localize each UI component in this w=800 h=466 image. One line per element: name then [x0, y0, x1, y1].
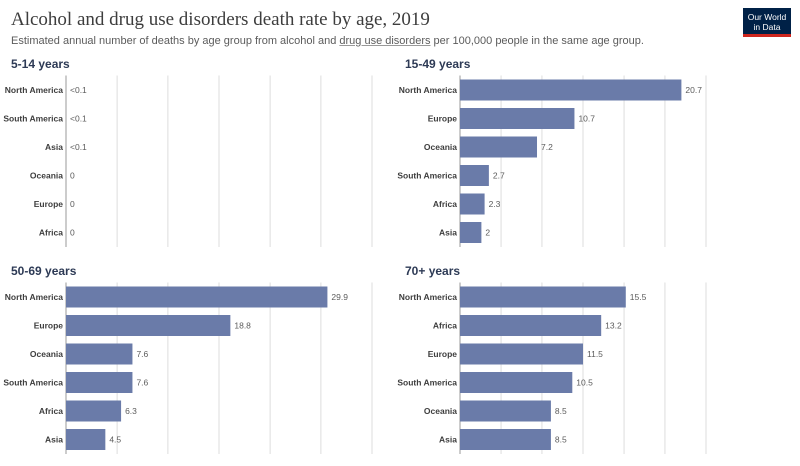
bar[interactable]	[460, 429, 551, 450]
category-label: Asia	[45, 142, 63, 152]
value-label: 2	[485, 228, 490, 238]
bar[interactable]	[460, 79, 682, 101]
category-label: North America	[5, 85, 64, 95]
subtitle-text: Estimated annual number of deaths by age…	[11, 35, 340, 47]
value-label: 10.5	[576, 378, 593, 388]
category-label: Europe	[34, 199, 64, 209]
category-label: Europe	[34, 321, 64, 331]
value-label: 15.5	[630, 292, 647, 302]
value-label: 7.2	[541, 142, 553, 152]
value-label: 6.3	[125, 406, 137, 416]
bar[interactable]	[460, 165, 489, 186]
value-label: 0	[70, 228, 75, 238]
category-label: South America	[3, 378, 63, 388]
category-label: Asia	[45, 435, 63, 445]
subtitle-link[interactable]: drug use disorders	[339, 35, 431, 47]
category-label: Asia	[439, 435, 457, 445]
chart-subtitle: Estimated annual number of deaths by age…	[11, 35, 644, 47]
value-label: 29.9	[331, 292, 348, 302]
subtitle-text-end: per 100,000 people in the same age group…	[430, 35, 644, 47]
bar[interactable]	[460, 343, 583, 365]
category-label: Africa	[39, 406, 63, 416]
panel-title: 5-14 years	[11, 57, 70, 71]
value-label: 2.7	[493, 171, 505, 181]
value-label: 7.6	[136, 349, 148, 359]
bar[interactable]	[460, 222, 482, 243]
bar[interactable]	[460, 315, 602, 336]
value-label: <0.1	[70, 85, 87, 95]
logo-line-1: Our World	[747, 12, 787, 22]
bar[interactable]	[460, 193, 485, 215]
value-label: 0	[70, 199, 75, 209]
category-label: North America	[5, 292, 64, 302]
bar[interactable]	[66, 343, 133, 365]
panel-title: 50-69 years	[11, 264, 77, 278]
category-label: North America	[399, 292, 458, 302]
bar[interactable]	[66, 286, 328, 308]
bar[interactable]	[66, 372, 133, 393]
category-label: North America	[399, 85, 458, 95]
category-label: South America	[397, 378, 457, 388]
value-label: 0	[70, 171, 75, 181]
value-label: 18.8	[234, 321, 251, 331]
category-label: Africa	[433, 199, 457, 209]
bar[interactable]	[460, 286, 626, 308]
value-label: 7.6	[136, 378, 148, 388]
logo-line-2: in Data	[753, 22, 781, 32]
value-label: 10.7	[578, 114, 595, 124]
category-label: Oceania	[424, 406, 457, 416]
bar[interactable]	[460, 108, 575, 129]
bar[interactable]	[460, 400, 551, 422]
bar[interactable]	[460, 372, 573, 393]
owid-logo[interactable]: Our World in Data	[743, 8, 791, 37]
bar[interactable]	[66, 429, 106, 450]
value-label: 2.3	[489, 199, 501, 209]
value-label: 11.5	[587, 349, 603, 359]
chart-title: Alcohol and drug use disorders death rat…	[11, 9, 430, 30]
category-label: Oceania	[30, 171, 63, 181]
category-label: Africa	[39, 228, 63, 238]
category-label: Africa	[433, 321, 457, 331]
category-label: Oceania	[424, 142, 457, 152]
value-label: 4.5	[109, 435, 121, 445]
value-label: 20.7	[685, 85, 702, 95]
category-label: Europe	[428, 114, 458, 124]
category-label: South America	[3, 114, 63, 124]
category-label: South America	[397, 171, 457, 181]
category-label: Europe	[428, 349, 458, 359]
value-label: 13.2	[605, 321, 622, 331]
value-label: <0.1	[70, 142, 87, 152]
category-label: Oceania	[30, 349, 63, 359]
bar[interactable]	[66, 315, 231, 336]
bar[interactable]	[66, 400, 122, 422]
value-label: <0.1	[70, 114, 87, 124]
value-label: 8.5	[555, 435, 567, 445]
bar[interactable]	[460, 136, 538, 158]
panel-title: 70+ years	[405, 264, 460, 278]
value-label: 8.5	[555, 406, 567, 416]
panel-title: 15-49 years	[405, 57, 471, 71]
category-label: Asia	[439, 228, 457, 238]
